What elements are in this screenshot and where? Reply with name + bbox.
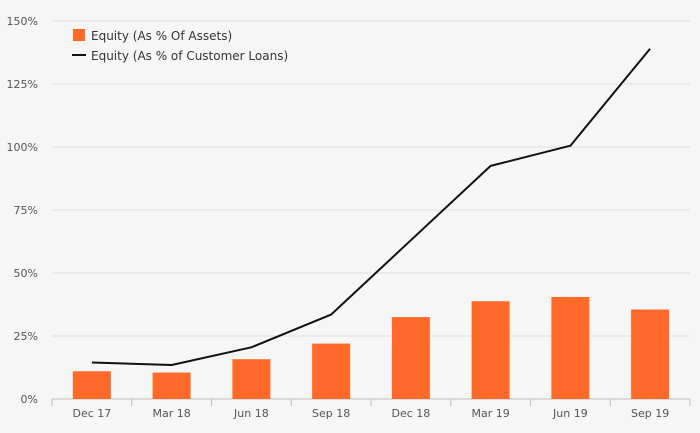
y-tick-label: 75% (14, 204, 38, 217)
bar (631, 309, 670, 399)
x-axis: Dec 17 Mar 18 Jun 18 Sep 18 Dec 18 Mar 19 Jun … (51, 398, 691, 420)
x-tick-label: Sep 19 (631, 407, 669, 420)
x-tick-label: Jun 19 (552, 407, 588, 420)
x-tick-label: Jun 18 (233, 407, 269, 420)
x-tick-label: Dec 18 (391, 407, 430, 420)
y-tick-label: 125% (7, 78, 38, 91)
legend-label-bar: Equity (As % Of Assets) (91, 29, 232, 43)
bar (312, 343, 351, 399)
bar (232, 359, 271, 399)
bar-series (72, 296, 670, 399)
x-tick-label: Mar 18 (153, 407, 191, 420)
legend-swatch-bar (73, 29, 85, 41)
x-tick-label: Mar 19 (472, 407, 510, 420)
y-axis-ticks: 0% 25% 50% 75% 100% 125% 150% (7, 15, 38, 406)
bar (152, 372, 191, 399)
bar (72, 371, 111, 399)
y-tick-label: 0% (21, 393, 38, 406)
y-tick-label: 50% (14, 267, 38, 280)
y-tick-label: 100% (7, 141, 38, 154)
series-line (91, 48, 651, 366)
y-tick-label: 150% (7, 15, 38, 28)
gridlines (52, 20, 690, 337)
x-tick-label: Dec 17 (72, 407, 111, 420)
legend: Equity (As % Of Assets) Equity (As % of … (72, 29, 288, 63)
x-tick-label: Sep 18 (312, 407, 350, 420)
legend-label-line: Equity (As % of Customer Loans) (91, 49, 288, 63)
line-series (91, 48, 651, 366)
y-tick-label: 25% (14, 330, 38, 343)
bar (551, 296, 590, 399)
bar (471, 301, 510, 399)
bar (391, 317, 430, 399)
